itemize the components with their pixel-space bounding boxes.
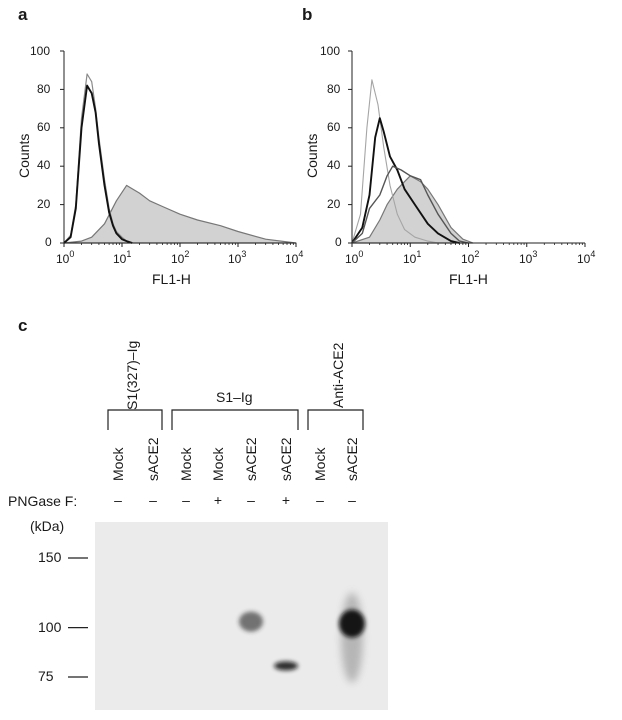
lane-label: Mock [210, 447, 226, 481]
panel-b-xtick-10000: 104 [577, 249, 596, 266]
band [274, 661, 298, 671]
panel-a-xtick-1000: 103 [228, 249, 247, 266]
panel-a-letter: a [18, 5, 28, 24]
lane-label: sACE2 [243, 437, 259, 481]
panel-b-ytick-0: 0 [335, 235, 342, 249]
pngase-sign: – [316, 492, 324, 508]
series-grey-filled [351, 175, 474, 244]
panel-a-xlabel: FL1-H [152, 271, 191, 287]
panel-a-xtick-10000: 104 [285, 249, 304, 266]
panel-a-xtick-10: 101 [113, 249, 132, 266]
pngase-sign: – [348, 492, 356, 508]
panel-a-ytick-20: 20 [37, 197, 51, 211]
histogram-a [60, 50, 297, 247]
group-label-s1: S1–Ig [216, 389, 253, 405]
lane-label: sACE2 [344, 437, 360, 481]
pngase-sign: – [114, 492, 122, 508]
band [239, 611, 263, 632]
panel-a-ytick-60: 60 [37, 120, 51, 134]
band [339, 609, 365, 638]
group-brackets [107, 409, 364, 430]
pngase-label: PNGase F: [8, 493, 78, 509]
series-thick-black-line [351, 117, 460, 244]
panel-b-xlabel: FL1-H [449, 271, 488, 287]
pngase-sign: – [182, 492, 190, 508]
group-bracket [107, 409, 163, 430]
panel-a-xtick-1: 100 [56, 249, 75, 266]
series-thick-black-line [63, 84, 133, 244]
group-label-anti-ace2: Anti-ACE2 [330, 342, 346, 408]
panel-b-ytick-40: 40 [327, 158, 341, 172]
lane-label: sACE2 [145, 437, 161, 481]
mw-marker-label: 75 [38, 668, 54, 684]
panel-b-xtick-10: 101 [403, 249, 422, 266]
panel-b-xtick-1000: 103 [519, 249, 538, 266]
group-bracket [307, 409, 364, 430]
mw-unit-label: (kDa) [30, 518, 65, 534]
pngase-sign: + [281, 492, 291, 508]
group-bracket [171, 409, 299, 430]
group-label-s1-327: S1(327)–Ig [124, 340, 140, 410]
pngase-sign: – [149, 492, 157, 508]
lane-label: Mock [110, 447, 126, 481]
panel-a-ytick-0: 0 [45, 235, 52, 249]
panel-b-letter: b [302, 5, 313, 24]
series-grey-filled [63, 184, 297, 244]
lane-label: sACE2 [278, 437, 294, 481]
blot-marker-ticks [68, 557, 88, 678]
panel-a-ytick-80: 80 [37, 82, 51, 96]
panel-b-ytick-20: 20 [327, 197, 341, 211]
series-dark-grey-line [351, 165, 469, 244]
panel-a-ytick-40: 40 [37, 158, 51, 172]
pngase-sign: + [213, 492, 223, 508]
panel-a-xtick-100: 102 [171, 249, 190, 266]
panel-b-ytick-80: 80 [327, 82, 341, 96]
lane-label: Mock [312, 447, 328, 481]
panel-b-xtick-1: 100 [345, 249, 364, 266]
panel-a-ytick-100: 100 [30, 44, 51, 58]
lane-label: Mock [178, 447, 194, 481]
panel-b-ytick-60: 60 [327, 120, 341, 134]
panel-c-letter: c [18, 316, 28, 335]
panel-b-ytick-100: 100 [320, 44, 341, 58]
histogram-b [348, 50, 586, 247]
blot-bands [239, 592, 365, 683]
series-light-grey-line [351, 79, 439, 244]
mw-marker-label: 100 [38, 618, 62, 635]
panel-b-xtick-100: 102 [461, 249, 480, 266]
mw-marker-label: 150 [38, 549, 62, 565]
pngase-sign: – [247, 492, 255, 508]
